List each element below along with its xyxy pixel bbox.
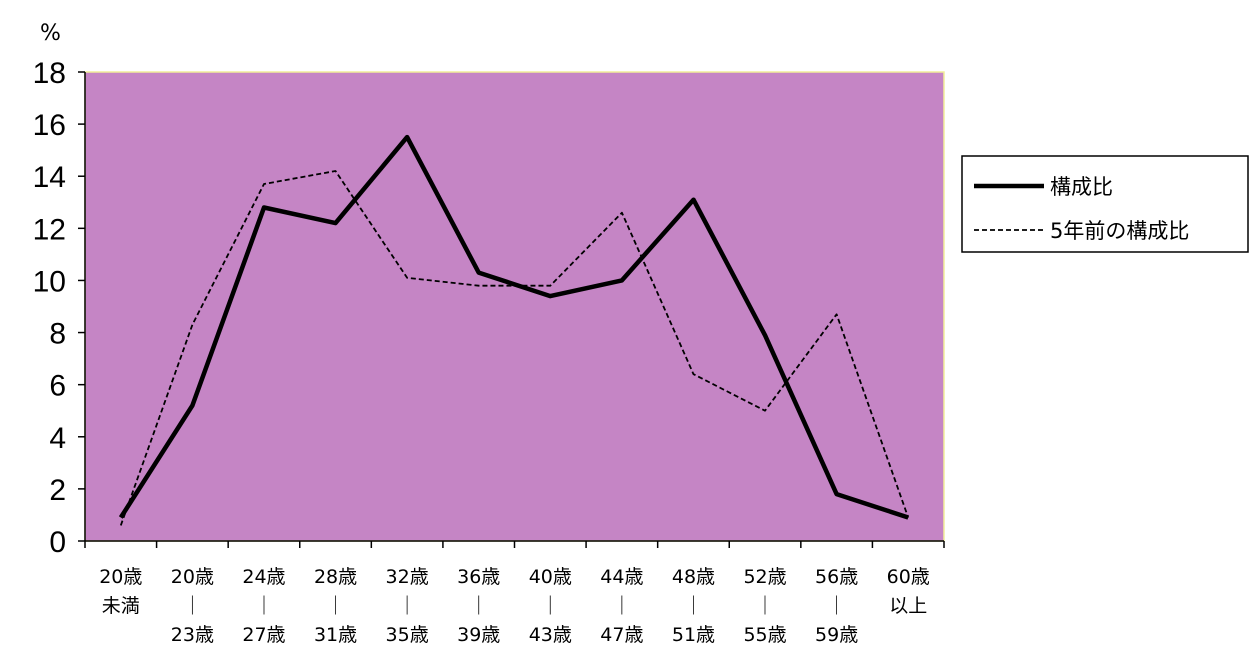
y-tick-label: 10 (33, 265, 66, 298)
y-axis-unit: % (40, 21, 61, 46)
x-tick-label: 20歳｜ 23歳 (171, 566, 214, 646)
x-tick-label: 60歳以上 (887, 566, 930, 617)
x-tick-label: 40歳｜ 43歳 (529, 566, 572, 646)
x-tick-label: 48歳｜ 51歳 (672, 566, 715, 646)
legend-box (961, 155, 1249, 253)
legend-label-2: 5年前の構成比 (1050, 219, 1189, 243)
legend-label-1: 構成比 (1050, 175, 1113, 199)
x-tick-label: 56歳｜ 59歳 (815, 566, 858, 646)
series-line-1 (118, 134, 909, 520)
x-tick-label: 52歳｜ 55歳 (743, 566, 786, 646)
series-line-2 (119, 170, 910, 526)
x-tick-label: 28歳｜ 31歳 (314, 566, 357, 646)
legend: 構成比 5年前の構成比 (961, 155, 1249, 253)
y-tick-label: 4 (49, 422, 66, 455)
y-tick-label: 12 (33, 213, 66, 246)
x-axis-ticks: 20歳未満 20歳｜ 23歳 24歳｜ 27歳 28歳｜ 31歳 32歳｜ 35歳 36歳｜ 39歳… (84, 541, 945, 646)
y-tick-label: 18 (33, 57, 66, 90)
plot-area (84, 71, 945, 542)
series-lines (118, 134, 910, 526)
y-tick-label: 16 (33, 109, 66, 142)
x-tick-label: 36歳｜ 39歳 (457, 566, 500, 646)
y-tick-label: 6 (49, 370, 66, 403)
y-tick-label: 14 (33, 161, 66, 194)
y-axis-ticks: 0 2 4 6 8 10 12 14 16 18 (33, 57, 85, 559)
y-tick-label: 8 (49, 318, 66, 351)
x-tick-label: 20歳未満 (99, 566, 142, 617)
y-tick-label: 0 (49, 526, 66, 559)
y-tick-label: 2 (49, 474, 66, 507)
x-tick-label: 32歳｜ 35歳 (386, 566, 429, 646)
x-tick-label: 44歳｜ 47歳 (600, 566, 643, 646)
x-tick-label: 24歳｜ 27歳 (242, 566, 285, 646)
